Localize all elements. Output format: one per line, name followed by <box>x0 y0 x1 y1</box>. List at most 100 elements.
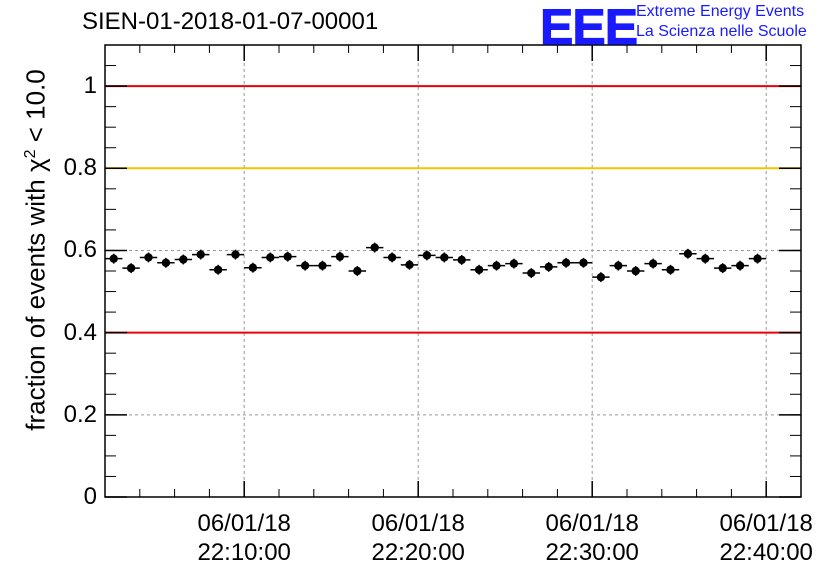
data-point <box>540 261 558 272</box>
y-axis-label-main: fraction of events with χ <box>20 158 51 431</box>
data-point-marker <box>440 253 449 262</box>
data-point <box>574 257 593 268</box>
axis-ticks <box>104 44 802 498</box>
data-point-marker <box>405 260 414 270</box>
data-point <box>627 266 645 276</box>
data-point <box>244 262 262 273</box>
data-point-marker <box>474 265 484 274</box>
x-tick-time: 22:20:00 <box>371 539 465 566</box>
data-points <box>105 242 767 283</box>
reference-lines <box>105 85 801 334</box>
data-point-marker <box>579 258 588 267</box>
data-point <box>348 266 366 276</box>
x-tick-date: 06/01/18 <box>371 510 465 537</box>
x-tick-label: 06/01/18 22:10:00 <box>184 509 304 567</box>
data-point-marker <box>161 258 171 267</box>
data-point <box>435 252 453 263</box>
data-point <box>696 253 714 264</box>
data-point-marker <box>457 255 466 265</box>
data-point-marker <box>335 252 345 261</box>
data-point <box>331 251 349 262</box>
data-point-marker <box>631 266 640 276</box>
data-point-marker <box>614 261 623 270</box>
data-point-marker <box>387 253 397 262</box>
data-point-marker <box>509 259 519 268</box>
data-point-marker <box>353 266 362 276</box>
data-point <box>679 248 697 259</box>
eee-logo: EEE <box>539 0 638 55</box>
data-point-marker <box>144 253 153 262</box>
data-point <box>157 257 175 268</box>
data-point-marker <box>753 254 762 263</box>
data-point-marker <box>648 259 658 268</box>
data-point-marker <box>318 261 327 270</box>
grid-layer <box>105 45 801 497</box>
data-point <box>279 251 297 262</box>
data-point <box>192 249 210 260</box>
data-point-marker <box>196 250 205 259</box>
data-point-marker <box>683 249 693 258</box>
y-axis-label: fraction of events with χ2 < 10.0 <box>21 69 52 430</box>
y-tick-label: 1 <box>83 72 97 100</box>
data-point-marker <box>544 262 553 272</box>
data-point-marker <box>735 261 745 270</box>
data-point <box>557 257 575 268</box>
x-tick-time: 22:30:00 <box>545 539 639 566</box>
logo-line-1: Extreme Energy Events <box>636 3 805 20</box>
y-axis-label-exponent: 2 <box>21 149 39 159</box>
x-tick-date: 06/01/18 <box>719 510 813 537</box>
y-tick-label: 0.4 <box>63 318 97 346</box>
data-point <box>418 250 436 261</box>
data-point-marker <box>300 261 310 270</box>
x-tick-time: 22:40:00 <box>719 539 813 566</box>
data-point-marker <box>492 261 501 270</box>
data-point-marker <box>266 253 275 262</box>
data-point <box>592 272 610 283</box>
data-point-marker <box>213 265 223 274</box>
data-point-marker <box>370 243 379 252</box>
data-point <box>748 253 767 264</box>
data-point-marker <box>527 268 536 278</box>
data-point <box>174 254 192 265</box>
x-tick-label: 06/01/18 22:30:00 <box>532 509 652 567</box>
data-point-marker <box>701 254 710 263</box>
data-point-marker <box>561 258 571 267</box>
x-tick-date: 06/01/18 <box>545 510 639 537</box>
data-point-marker <box>596 272 606 282</box>
data-point-marker <box>179 255 188 264</box>
data-point <box>487 260 506 271</box>
data-point <box>383 252 401 263</box>
data-point <box>731 260 749 271</box>
data-point-marker <box>126 263 136 273</box>
plot-frame <box>104 44 802 498</box>
data-point <box>470 264 488 275</box>
data-point <box>226 249 245 260</box>
data-point-marker <box>422 251 432 260</box>
y-tick-label: 0.2 <box>63 400 97 428</box>
data-point <box>714 263 732 274</box>
data-point <box>661 264 680 275</box>
data-point <box>209 264 227 275</box>
data-point <box>296 260 314 271</box>
data-point <box>522 268 540 278</box>
data-point-marker <box>666 265 675 274</box>
y-tick-label: 0.8 <box>63 154 97 182</box>
data-point <box>505 258 523 269</box>
data-point <box>453 254 471 265</box>
data-point <box>261 252 279 263</box>
data-point <box>313 260 332 271</box>
y-tick-label: 0.6 <box>63 236 97 264</box>
data-point <box>366 242 384 253</box>
data-point <box>105 253 123 264</box>
data-point <box>139 252 158 263</box>
data-point <box>644 258 662 269</box>
data-point-marker <box>718 263 727 273</box>
y-axis-label-tail: < 10.0 <box>20 69 51 150</box>
data-point <box>400 259 419 270</box>
x-tick-label: 06/01/18 22:40:00 <box>706 509 826 567</box>
x-tick-time: 22:10:00 <box>197 539 291 566</box>
data-point-marker <box>248 263 258 272</box>
data-point-marker <box>283 252 292 261</box>
y-tick-label: 0 <box>83 483 97 510</box>
